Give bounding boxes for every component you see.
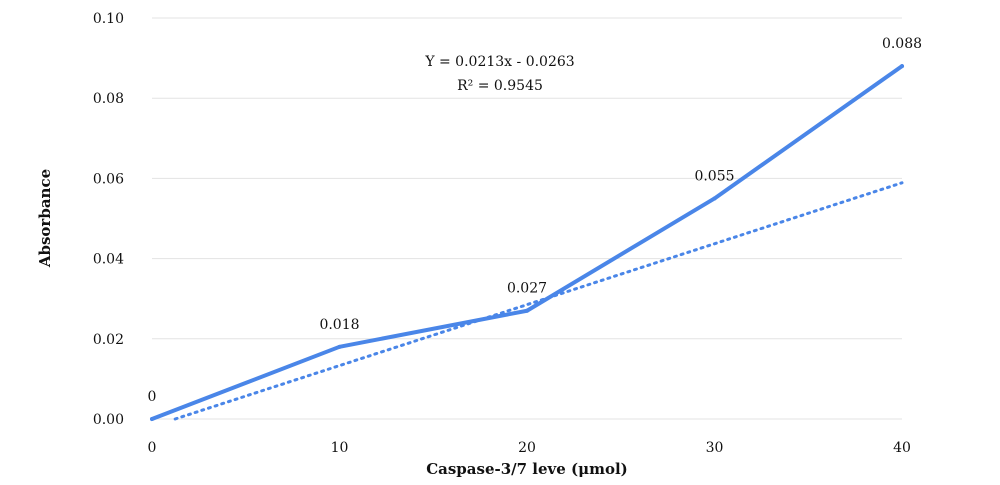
y-tick-label: 0.00 (93, 412, 124, 428)
data-point (525, 308, 529, 313)
data-label: 0.055 (694, 168, 734, 184)
trendline-layer (173, 181, 904, 421)
y-tick-label: 0.06 (93, 171, 124, 187)
x-axis-title: Caspase-3/7 leve (μmol) (426, 460, 628, 478)
y-tick-label: 0.10 (93, 11, 124, 27)
data-point (337, 344, 342, 349)
trendline-r-squared: R² = 0.9545 (457, 78, 543, 94)
y-axis-title: Absorbance (36, 169, 54, 268)
x-tick-label: 10 (331, 440, 349, 456)
data-point (900, 64, 904, 69)
trendline-equation: Y = 0.0213x - 0.0263 (424, 54, 574, 70)
data-labels: 0 0.018 0.027 0.055 0.088 (148, 36, 923, 405)
trendline (173, 181, 904, 421)
data-label: 0 (148, 389, 157, 405)
y-tick-label: 0.08 (93, 91, 124, 107)
x-tick-label: 20 (518, 440, 536, 456)
data-label: 0.088 (882, 36, 922, 52)
y-tick-label: 0.04 (93, 252, 124, 268)
y-tick-label: 0.02 (93, 332, 124, 348)
series-layer (150, 64, 904, 421)
data-label: 0.027 (507, 281, 547, 297)
y-axis-ticks: 0.00 0.02 0.04 0.06 0.08 0.10 (93, 11, 124, 428)
x-tick-label: 40 (893, 440, 911, 456)
x-tick-label: 0 (148, 440, 157, 456)
series-line (150, 64, 904, 421)
x-axis-ticks: 0 10 20 30 40 (148, 440, 911, 456)
data-point (712, 196, 717, 201)
x-tick-label: 30 (706, 440, 724, 456)
data-label: 0.018 (319, 317, 359, 333)
data-point (150, 417, 154, 421)
gridlines (152, 17, 902, 420)
